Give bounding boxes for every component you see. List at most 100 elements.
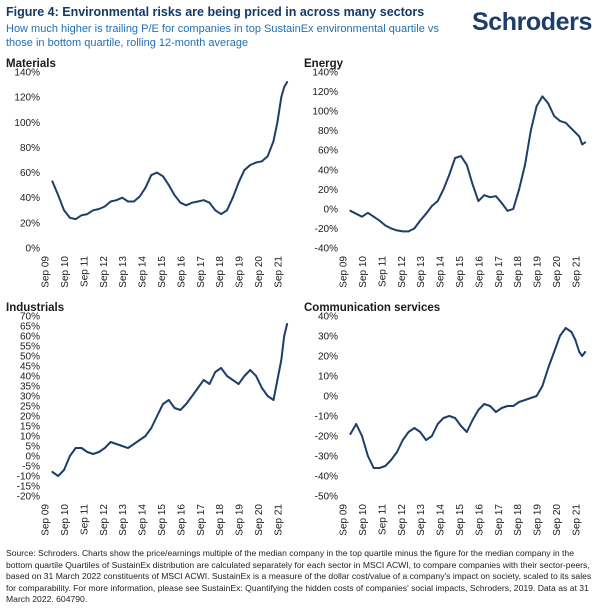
x-tick-label: Sep 14 xyxy=(138,504,149,536)
data-point xyxy=(378,219,381,222)
data-point xyxy=(372,467,375,469)
y-tick-label: 60% xyxy=(318,146,338,157)
x-tick-label: Sep 14 xyxy=(436,504,447,536)
chart-title: Energy xyxy=(304,58,343,70)
data-point xyxy=(280,96,283,98)
data-point xyxy=(425,212,427,215)
data-point xyxy=(384,224,387,227)
chart-svg: -20%-15%-10%-5%0%5%10%15%20%25%30%35%40%… xyxy=(17,312,289,536)
data-point xyxy=(506,209,509,212)
data-point xyxy=(361,435,363,437)
y-tick-label: 30% xyxy=(318,332,338,343)
x-tick-label: Sep 12 xyxy=(397,504,408,536)
x-tick-label: Sep 12 xyxy=(99,256,110,288)
x-tick-label: Sep 09 xyxy=(339,504,350,536)
data-point xyxy=(483,194,486,197)
data-point xyxy=(396,451,398,453)
data-point xyxy=(115,199,118,202)
y-tick-label: -50% xyxy=(315,492,338,503)
data-point xyxy=(103,205,106,208)
chart-svg: -40% -20% 0% 20% 40% 60% 80% 100% 120% 140% Sep 09… xyxy=(312,68,587,288)
data-point xyxy=(448,173,451,176)
x-tick-label: Sep 16 xyxy=(474,504,485,536)
chart-title: Industrials xyxy=(6,302,65,314)
data-point xyxy=(185,204,188,207)
data-point xyxy=(442,417,445,419)
data-point xyxy=(57,475,60,477)
data-point xyxy=(584,141,586,144)
data-point xyxy=(74,447,77,449)
data-point xyxy=(138,439,141,441)
data-point xyxy=(512,208,515,210)
data-point xyxy=(69,216,71,219)
data-point xyxy=(69,455,71,457)
data-point xyxy=(280,359,283,361)
x-tick-label: Sep 16 xyxy=(474,256,485,288)
x-tick-label: Sep 21 xyxy=(571,256,582,288)
data-point xyxy=(401,230,404,233)
chart-panel-industrials: Industrials -20% -15% -10% -5% 0% 5% 10% 15% 20%… xyxy=(6,302,296,542)
y-tick-label: 50% xyxy=(20,352,40,363)
y-tick-label: 0% xyxy=(324,204,339,215)
data-point xyxy=(243,169,246,171)
chart-title: Communication services xyxy=(304,302,441,314)
data-point xyxy=(436,200,439,203)
data-point xyxy=(86,213,89,216)
x-tick-label: Sep 21 xyxy=(571,504,582,536)
x-tick-label: Sep 18 xyxy=(215,256,226,288)
data-point xyxy=(51,180,54,183)
y-tick-label: -20% xyxy=(315,224,338,235)
data-point xyxy=(460,425,462,427)
data-point xyxy=(98,208,100,210)
y-tick-label: 60% xyxy=(20,332,40,343)
data-point xyxy=(272,140,275,142)
data-point xyxy=(367,211,369,214)
data-point xyxy=(518,188,520,191)
y-tick-label: -40% xyxy=(315,244,338,255)
data-point xyxy=(477,409,480,411)
data-point xyxy=(524,164,526,166)
y-tick-label: 30% xyxy=(20,392,40,403)
data-point xyxy=(413,427,416,429)
y-tick-label: 5% xyxy=(26,442,41,453)
data-point xyxy=(413,227,416,230)
data-point xyxy=(384,465,387,467)
figure-title: Figure 4: Environmental risks are being … xyxy=(6,5,425,19)
data-point xyxy=(553,351,555,353)
x-tick-label: Sep 21 xyxy=(273,256,284,288)
data-point xyxy=(471,183,474,186)
data-point xyxy=(261,160,263,163)
data-point xyxy=(425,439,427,441)
data-point xyxy=(286,81,288,83)
chart-panel-communication-services: Communication services -50% -40% -30% -20% -… xyxy=(304,302,594,542)
data-point xyxy=(179,409,182,411)
data-point xyxy=(98,451,100,453)
data-point xyxy=(191,201,194,204)
data-point xyxy=(144,186,147,189)
y-tick-label: -15% xyxy=(17,482,40,493)
data-point xyxy=(220,213,223,216)
data-point xyxy=(407,230,410,233)
figure-subtitle: How much higher is trailing P/E for comp… xyxy=(6,23,439,49)
x-tick-label: Sep 11 xyxy=(79,504,90,535)
source-footnote: Source: Schroders. Charts show the price… xyxy=(6,548,592,604)
data-point xyxy=(471,419,474,421)
data-point xyxy=(197,200,199,203)
data-point xyxy=(559,335,561,337)
x-tick-label: Sep 15 xyxy=(157,256,168,288)
data-point xyxy=(167,184,170,186)
data-point xyxy=(465,431,468,433)
data-point xyxy=(506,405,509,407)
y-tick-label: 45% xyxy=(20,362,40,373)
x-tick-label: Sep 17 xyxy=(494,256,505,288)
data-point xyxy=(255,161,257,164)
data-point xyxy=(578,135,581,138)
data-point xyxy=(226,375,228,377)
y-tick-label: 55% xyxy=(20,342,40,353)
data-point xyxy=(276,121,279,124)
data-point xyxy=(272,399,275,401)
x-tick-label: Sep 20 xyxy=(254,256,265,288)
data-point xyxy=(286,323,288,325)
data-point xyxy=(103,447,106,449)
data-point xyxy=(390,459,392,461)
